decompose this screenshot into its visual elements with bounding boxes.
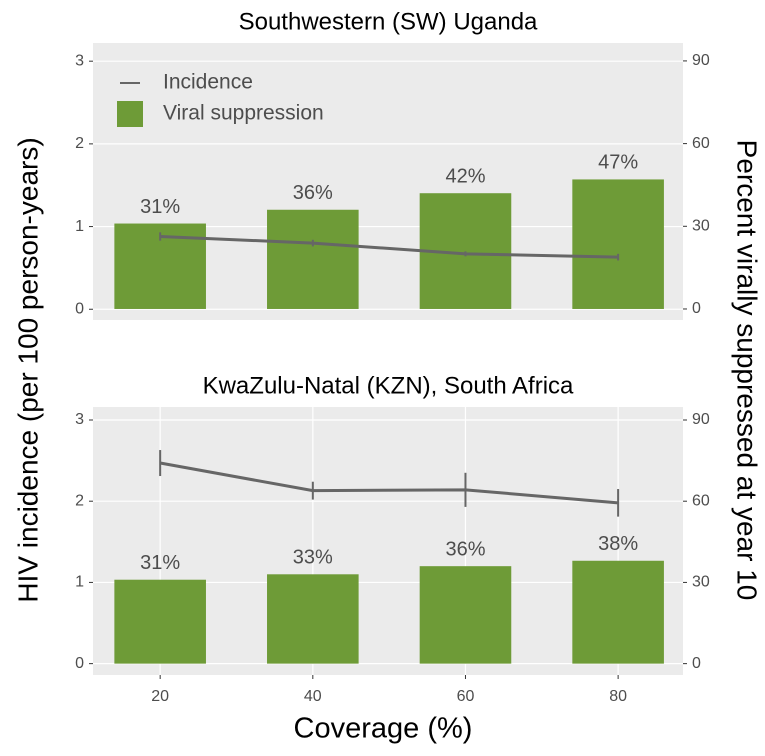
x-tick-label: 40 bbox=[304, 688, 322, 705]
y2-tick-label: 90 bbox=[692, 52, 710, 69]
y2-tick-label: 30 bbox=[692, 218, 710, 235]
data-label: 36% bbox=[293, 182, 333, 204]
y-tick-label: 1 bbox=[75, 574, 84, 591]
y-tick-label: 1 bbox=[75, 218, 84, 235]
x-tick-label: 80 bbox=[609, 688, 627, 705]
bar bbox=[572, 179, 664, 309]
x-tick-label: 60 bbox=[457, 688, 475, 705]
bar bbox=[419, 566, 512, 664]
x-tick-label: 20 bbox=[151, 688, 169, 705]
y-tick-label: 2 bbox=[75, 492, 84, 509]
y-tick-label: 3 bbox=[75, 411, 84, 428]
legend-swatch bbox=[117, 101, 143, 127]
data-label: 31% bbox=[140, 552, 180, 574]
bar bbox=[114, 579, 206, 664]
y-tick-label: 0 bbox=[75, 655, 84, 672]
y-tick-label: 0 bbox=[75, 300, 84, 317]
y-axis-label: HIV incidence (per 100 person-years) bbox=[12, 137, 43, 602]
y2-axis-label: Percent virally suppressed at year 10 bbox=[732, 140, 763, 601]
data-label: 38% bbox=[598, 533, 638, 555]
data-label: 47% bbox=[598, 152, 638, 174]
x-axis-label: Coverage (%) bbox=[294, 713, 473, 745]
data-label: 42% bbox=[445, 165, 485, 187]
data-label: 33% bbox=[293, 547, 333, 569]
incidence-line bbox=[160, 234, 619, 259]
y-tick-label: 2 bbox=[75, 135, 84, 152]
legend-label: Viral suppression bbox=[163, 102, 324, 125]
y2-tick-label: 0 bbox=[692, 300, 701, 317]
y2-tick-label: 60 bbox=[692, 492, 710, 509]
legend-label: Incidence bbox=[163, 71, 253, 94]
data-label: 36% bbox=[445, 538, 485, 560]
y2-tick-label: 0 bbox=[692, 655, 701, 672]
y2-tick-label: 60 bbox=[692, 135, 710, 152]
data-label: 31% bbox=[140, 196, 180, 218]
y2-tick-label: 90 bbox=[692, 411, 710, 428]
panel-title: KwaZulu-Natal (KZN), South Africa bbox=[203, 372, 574, 399]
y2-tick-label: 30 bbox=[692, 574, 710, 591]
panel-title: Southwestern (SW) Uganda bbox=[239, 8, 538, 35]
incidence-line bbox=[159, 461, 619, 505]
bar bbox=[267, 574, 359, 664]
bar bbox=[267, 209, 359, 309]
bar bbox=[572, 560, 664, 664]
y-tick-label: 3 bbox=[75, 52, 84, 69]
